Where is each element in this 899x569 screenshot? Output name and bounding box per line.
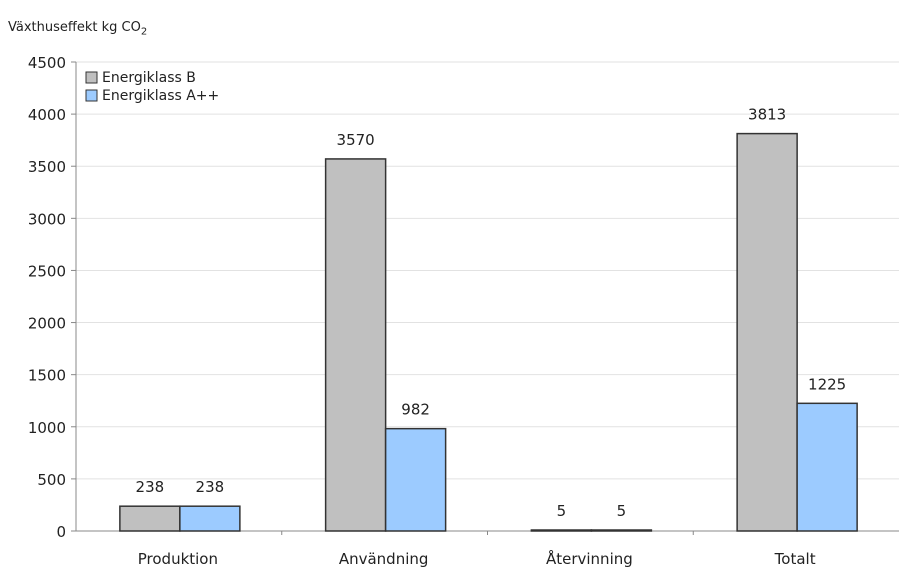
data-label: 238	[136, 478, 165, 496]
bar-1-1	[386, 429, 446, 531]
bar-1-0	[180, 506, 240, 531]
y-tick-label: 1000	[28, 419, 66, 437]
data-label: 5	[617, 502, 627, 520]
bar-1-2	[591, 530, 651, 531]
x-tick-label: Totalt	[774, 550, 816, 568]
y-tick-label: 1500	[28, 367, 66, 385]
y-tick-label: 2500	[28, 262, 66, 280]
y-tick-label: 500	[37, 471, 66, 489]
y-tick-label: 2000	[28, 315, 66, 333]
data-label: 982	[401, 401, 430, 419]
y-tick-label: 3000	[28, 210, 66, 228]
legend-label-1: Energiklass A++	[102, 88, 219, 104]
bar-0-0	[120, 506, 180, 531]
data-label: 3570	[337, 131, 375, 149]
legend-swatch-1	[86, 90, 97, 101]
legend-label-0: Energiklass B	[102, 70, 196, 86]
bar-0-2	[531, 530, 591, 531]
legend-swatch-0	[86, 72, 97, 83]
data-label: 238	[196, 478, 225, 496]
y-tick-label: 0	[56, 523, 66, 541]
x-tick-label: Produktion	[138, 550, 218, 568]
y-tick-label: 3500	[28, 158, 66, 176]
data-label: 1225	[808, 375, 846, 393]
x-tick-label: Användning	[339, 550, 429, 568]
y-tick-label: 4000	[28, 106, 66, 124]
bar-0-1	[326, 159, 386, 531]
bar-1-3	[797, 403, 857, 531]
bar-0-3	[737, 134, 797, 531]
y-tick-label: 4500	[28, 54, 66, 72]
data-label: 5	[557, 502, 567, 520]
x-tick-label: Återvinning	[546, 549, 633, 568]
data-label: 3813	[748, 106, 786, 124]
